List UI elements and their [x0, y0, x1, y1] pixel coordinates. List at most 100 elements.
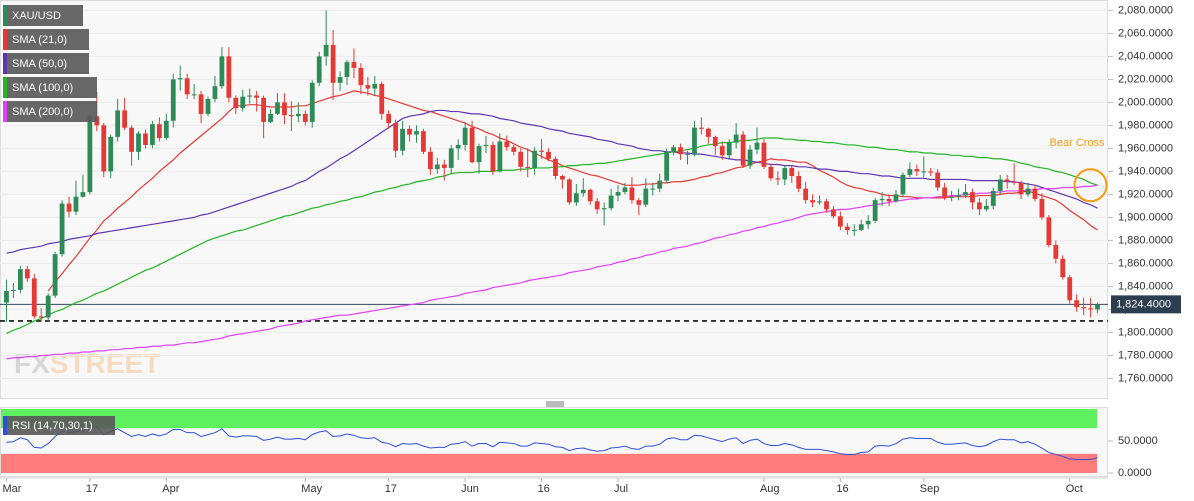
candle-body [629, 187, 635, 201]
y-tick-label: 2,080.0000 [1118, 4, 1173, 16]
candle-body [441, 164, 447, 168]
candle-body [233, 97, 239, 109]
candle-body [844, 226, 850, 231]
candle-body [1067, 277, 1073, 301]
candle-body [469, 127, 475, 163]
x-tick-label: May [301, 483, 322, 495]
candle-body [358, 67, 364, 86]
y-tick-label: 2,020.0000 [1118, 73, 1173, 85]
candle-body [942, 187, 948, 198]
annotation-text: Bear Cross [1049, 137, 1105, 149]
sma-line [6, 184, 1098, 360]
legend-item[interactable]: SMA (200,0) [3, 101, 97, 122]
candle-body [261, 97, 267, 122]
x-tick-label: Mar [2, 483, 21, 495]
candle-body [344, 62, 350, 78]
candle-body [615, 192, 621, 196]
legend-item[interactable]: SMA (50,0) [3, 53, 89, 74]
candle-body [553, 158, 558, 176]
candle-body [810, 200, 816, 203]
candle-body [803, 188, 809, 201]
candle-body [52, 254, 58, 296]
candle-body [323, 44, 329, 57]
candle-body [754, 142, 760, 150]
candle-body [858, 224, 864, 231]
candle-body [414, 131, 419, 135]
candle-body [733, 134, 739, 143]
legend-swatch [3, 5, 7, 26]
candle-body [678, 147, 683, 155]
annotation-circle [1073, 168, 1108, 203]
candle-body [240, 96, 246, 109]
candle-body [705, 128, 711, 137]
candle-body [476, 146, 482, 163]
candle-body [566, 179, 572, 203]
candle-body [622, 187, 628, 193]
last-price-tag [1111, 295, 1181, 314]
legend-item[interactable]: SMA (21,0) [3, 29, 89, 50]
candle-body [170, 79, 176, 121]
candle-body [775, 178, 781, 180]
y-tick-label: 2,000.0000 [1118, 96, 1173, 108]
x-tick-label: 16 [538, 483, 550, 495]
candle-body [38, 316, 44, 318]
candle-body [949, 196, 954, 198]
x-tick-label: Aug [760, 483, 780, 495]
candle-body [302, 113, 308, 122]
legend-item[interactable]: SMA (100,0) [3, 77, 97, 98]
candle-body [768, 166, 774, 179]
candle-body [636, 200, 642, 205]
legend-item[interactable]: XAU/USD [3, 5, 83, 26]
legend-box [3, 416, 115, 435]
candle-body [837, 216, 843, 227]
candle-body [316, 56, 322, 83]
candle-body [455, 144, 461, 149]
candle-body [282, 102, 287, 116]
candle-body [601, 208, 607, 210]
legend-swatch [3, 53, 7, 74]
candle-body [87, 116, 93, 193]
watermark: FXSTREET [14, 348, 160, 379]
candle-body [664, 151, 670, 181]
candle-body [80, 192, 86, 197]
x-tick-label: Apr [162, 483, 179, 495]
legend-swatch [3, 101, 7, 122]
y-tick-label: 1,800.0000 [1118, 326, 1173, 338]
x-tick-label: Jul [614, 483, 628, 495]
candle-body [761, 142, 767, 167]
sma-line [6, 109, 1098, 254]
candle-body [963, 192, 968, 196]
candle-body [928, 171, 934, 173]
candle-body [365, 85, 371, 89]
candle-body [205, 98, 211, 114]
candle-body [1095, 304, 1100, 310]
y-tick-label: 2,060.0000 [1118, 27, 1173, 39]
sma-line [6, 137, 1098, 335]
candle-body [831, 209, 836, 217]
candle-body [108, 136, 114, 172]
last-price-label: 1,824.4000 [1116, 298, 1171, 310]
candle-body [594, 201, 600, 210]
watermark-part: FX [14, 348, 50, 379]
candle-body [4, 291, 9, 303]
candle-body [462, 127, 468, 145]
candle-body [309, 82, 315, 122]
price-panel [0, 0, 1108, 399]
candle-body [886, 199, 892, 202]
candle-body [671, 147, 677, 152]
candle-body [407, 128, 412, 135]
candle-body [45, 295, 51, 318]
candle-body [156, 124, 162, 139]
resize-handle[interactable] [546, 401, 564, 407]
candle-body [136, 133, 141, 152]
candle-body [177, 78, 183, 80]
rsi-oversold-zone [1, 453, 1097, 473]
legend-swatch [3, 29, 7, 50]
rsi-overbought-zone [1, 409, 1097, 429]
candle-body [1053, 245, 1059, 259]
candle-body [990, 190, 996, 206]
candle-body [789, 167, 795, 176]
candle-body [393, 123, 399, 151]
